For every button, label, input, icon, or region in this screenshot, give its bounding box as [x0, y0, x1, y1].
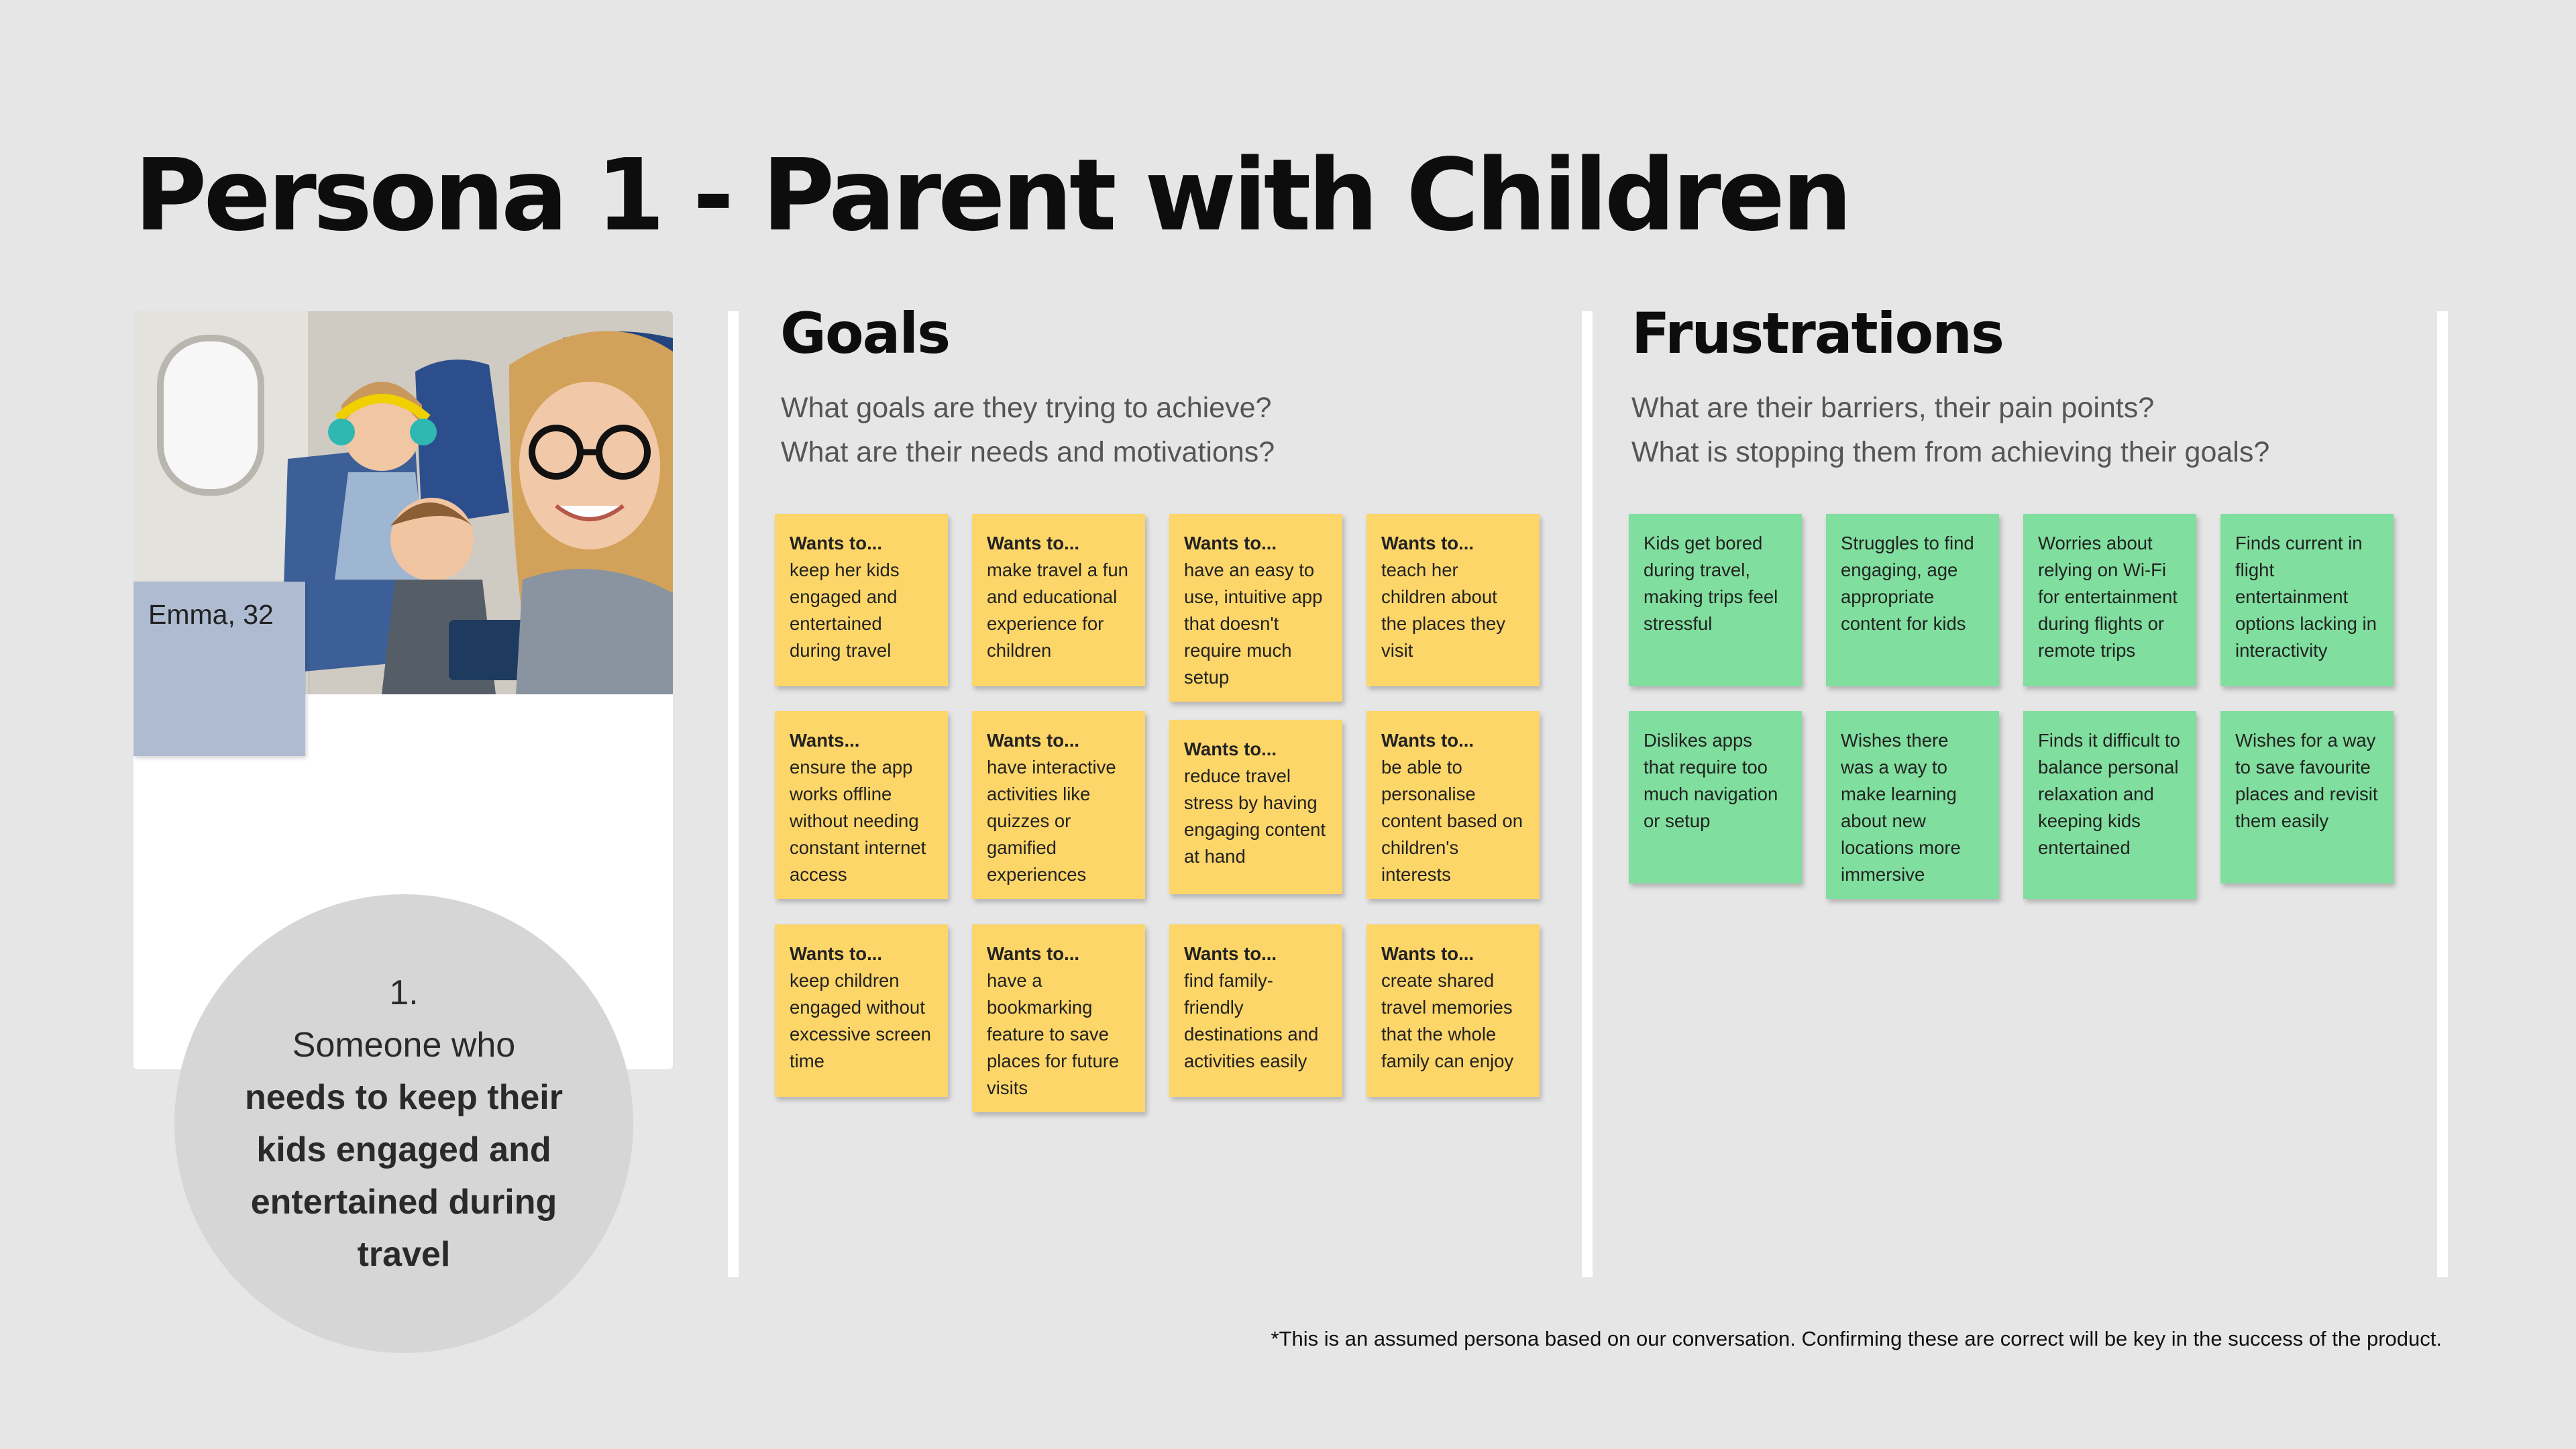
goal-note-heading: Wants to... — [1381, 943, 1474, 964]
goal-note: Wants to... have interactive activities … — [972, 711, 1145, 899]
goal-note: Wants to... make travel a fun and educat… — [972, 514, 1145, 686]
summary-statement: needs to keep their kids engaged and ent… — [245, 1078, 563, 1274]
persona-card: Emma, 32 — [133, 311, 673, 1069]
persona-name: Emma, 32 — [148, 599, 274, 630]
goal-note-heading: Wants to... — [987, 730, 1079, 751]
summary-lead: Someone who — [292, 1026, 516, 1065]
goal-note: Wants to... have an easy to use, intuiti… — [1169, 514, 1342, 702]
goal-note-heading: Wants to... — [1381, 533, 1474, 553]
goal-note: Wants to... have a bookmarking feature t… — [972, 924, 1145, 1112]
frustrations-divider — [1582, 311, 1593, 1277]
goal-note-text: keep her kids engaged and entertained du… — [790, 559, 900, 661]
goals-subtitle: What goals are they trying to achieve? W… — [781, 386, 1275, 474]
goal-note-text: have interactive activities like quizzes… — [987, 757, 1116, 885]
summary-number: 1. — [389, 973, 419, 1012]
goal-note-heading: Wants to... — [1184, 739, 1277, 759]
goal-note-heading: Wants... — [790, 730, 860, 751]
goal-note-text: have a bookmarking feature to save place… — [987, 970, 1120, 1098]
frustration-note-text: Finds it difficult to balance personal r… — [2038, 730, 2180, 858]
frustration-note-text: Wishes for a way to save favourite place… — [2235, 730, 2378, 831]
persona-photo — [133, 311, 673, 694]
goal-note: Wants to... keep her kids engaged and en… — [775, 514, 948, 686]
goal-note-text: teach her children about the places they… — [1381, 559, 1505, 661]
frustration-note-text: Kids get bored during travel, making tri… — [1644, 533, 1778, 634]
goal-note-heading: Wants to... — [1381, 730, 1474, 751]
frustrations-subtitle-line1: What are their barriers, their pain poin… — [1631, 392, 2155, 424]
goal-note: Wants to... create shared travel memorie… — [1366, 924, 1540, 1097]
goal-note-heading: Wants to... — [1184, 533, 1277, 553]
goal-note: Wants to... be able to personalise conte… — [1366, 711, 1540, 899]
persona-name-tag: Emma, 32 — [133, 582, 305, 756]
frustration-note: Worries about relying on Wi-Fi for enter… — [2023, 514, 2196, 686]
goal-note-text: keep children engaged without excessive … — [790, 970, 931, 1071]
goal-note-text: be able to personalise content based on … — [1381, 757, 1523, 885]
frustrations-subtitle-line2: What is stopping them from achieving the… — [1631, 436, 2270, 468]
persona-photo-illustration — [133, 311, 673, 694]
goal-note-text: create shared travel memories that the w… — [1381, 970, 1514, 1071]
goal-note: Wants to... reduce travel stress by havi… — [1169, 720, 1342, 894]
page-title: Persona 1 - Parent with Children — [134, 138, 1852, 253]
frustrations-subtitle: What are their barriers, their pain poin… — [1631, 386, 2269, 474]
footnote: *This is an assumed persona based on our… — [1271, 1327, 2442, 1350]
persona-summary-circle: 1. Someone who needs to keep their kids … — [174, 894, 633, 1353]
goal-note-heading: Wants to... — [790, 943, 882, 964]
goal-note: Wants... ensure the app works offline wi… — [775, 711, 948, 899]
goal-note-heading: Wants to... — [1184, 943, 1277, 964]
goals-title: Goals — [780, 301, 951, 366]
goals-subtitle-line2: What are their needs and motivations? — [781, 436, 1275, 468]
goal-note: Wants to... teach her children about the… — [1366, 514, 1540, 686]
goal-note-text: ensure the app works offline without nee… — [790, 757, 926, 885]
frustration-note: Finds it difficult to balance personal r… — [2023, 711, 2196, 899]
frustration-note: Dislikes apps that require too much navi… — [1629, 711, 1802, 883]
goal-note-heading: Wants to... — [987, 943, 1079, 964]
frustration-note-text: Finds current in flight entertainment op… — [2235, 533, 2377, 661]
frustration-note-text: Worries about relying on Wi-Fi for enter… — [2038, 533, 2178, 661]
goal-note-text: make travel a fun and educational experi… — [987, 559, 1128, 661]
goal-note-heading: Wants to... — [987, 533, 1079, 553]
goal-note: Wants to... keep children engaged withou… — [775, 924, 948, 1097]
frustration-note: Wishes for a way to save favourite place… — [2220, 711, 2394, 883]
frustrations-title: Frustrations — [1631, 301, 2004, 366]
frustration-note: Wishes there was a way to make learning … — [1826, 711, 1999, 899]
goal-note-text: have an easy to use, intuitive app that … — [1184, 559, 1323, 688]
frustration-note-text: Struggles to find engaging, age appropri… — [1841, 533, 1974, 634]
frustration-note: Kids get bored during travel, making tri… — [1629, 514, 1802, 686]
goals-divider — [728, 311, 739, 1277]
goal-note: Wants to... find family-friendly destina… — [1169, 924, 1342, 1097]
goal-note-heading: Wants to... — [790, 533, 882, 553]
frustration-note-text: Wishes there was a way to make learning … — [1841, 730, 1961, 885]
goal-note-text: find family-friendly destinations and ac… — [1184, 970, 1319, 1071]
right-divider — [2437, 311, 2448, 1277]
frustration-note: Finds current in flight entertainment op… — [2220, 514, 2394, 686]
goal-note-text: reduce travel stress by having engaging … — [1184, 765, 1326, 867]
frustration-note-text: Dislikes apps that require too much navi… — [1644, 730, 1778, 831]
frustration-note: Struggles to find engaging, age appropri… — [1826, 514, 1999, 686]
goals-subtitle-line1: What goals are they trying to achieve? — [781, 392, 1272, 424]
